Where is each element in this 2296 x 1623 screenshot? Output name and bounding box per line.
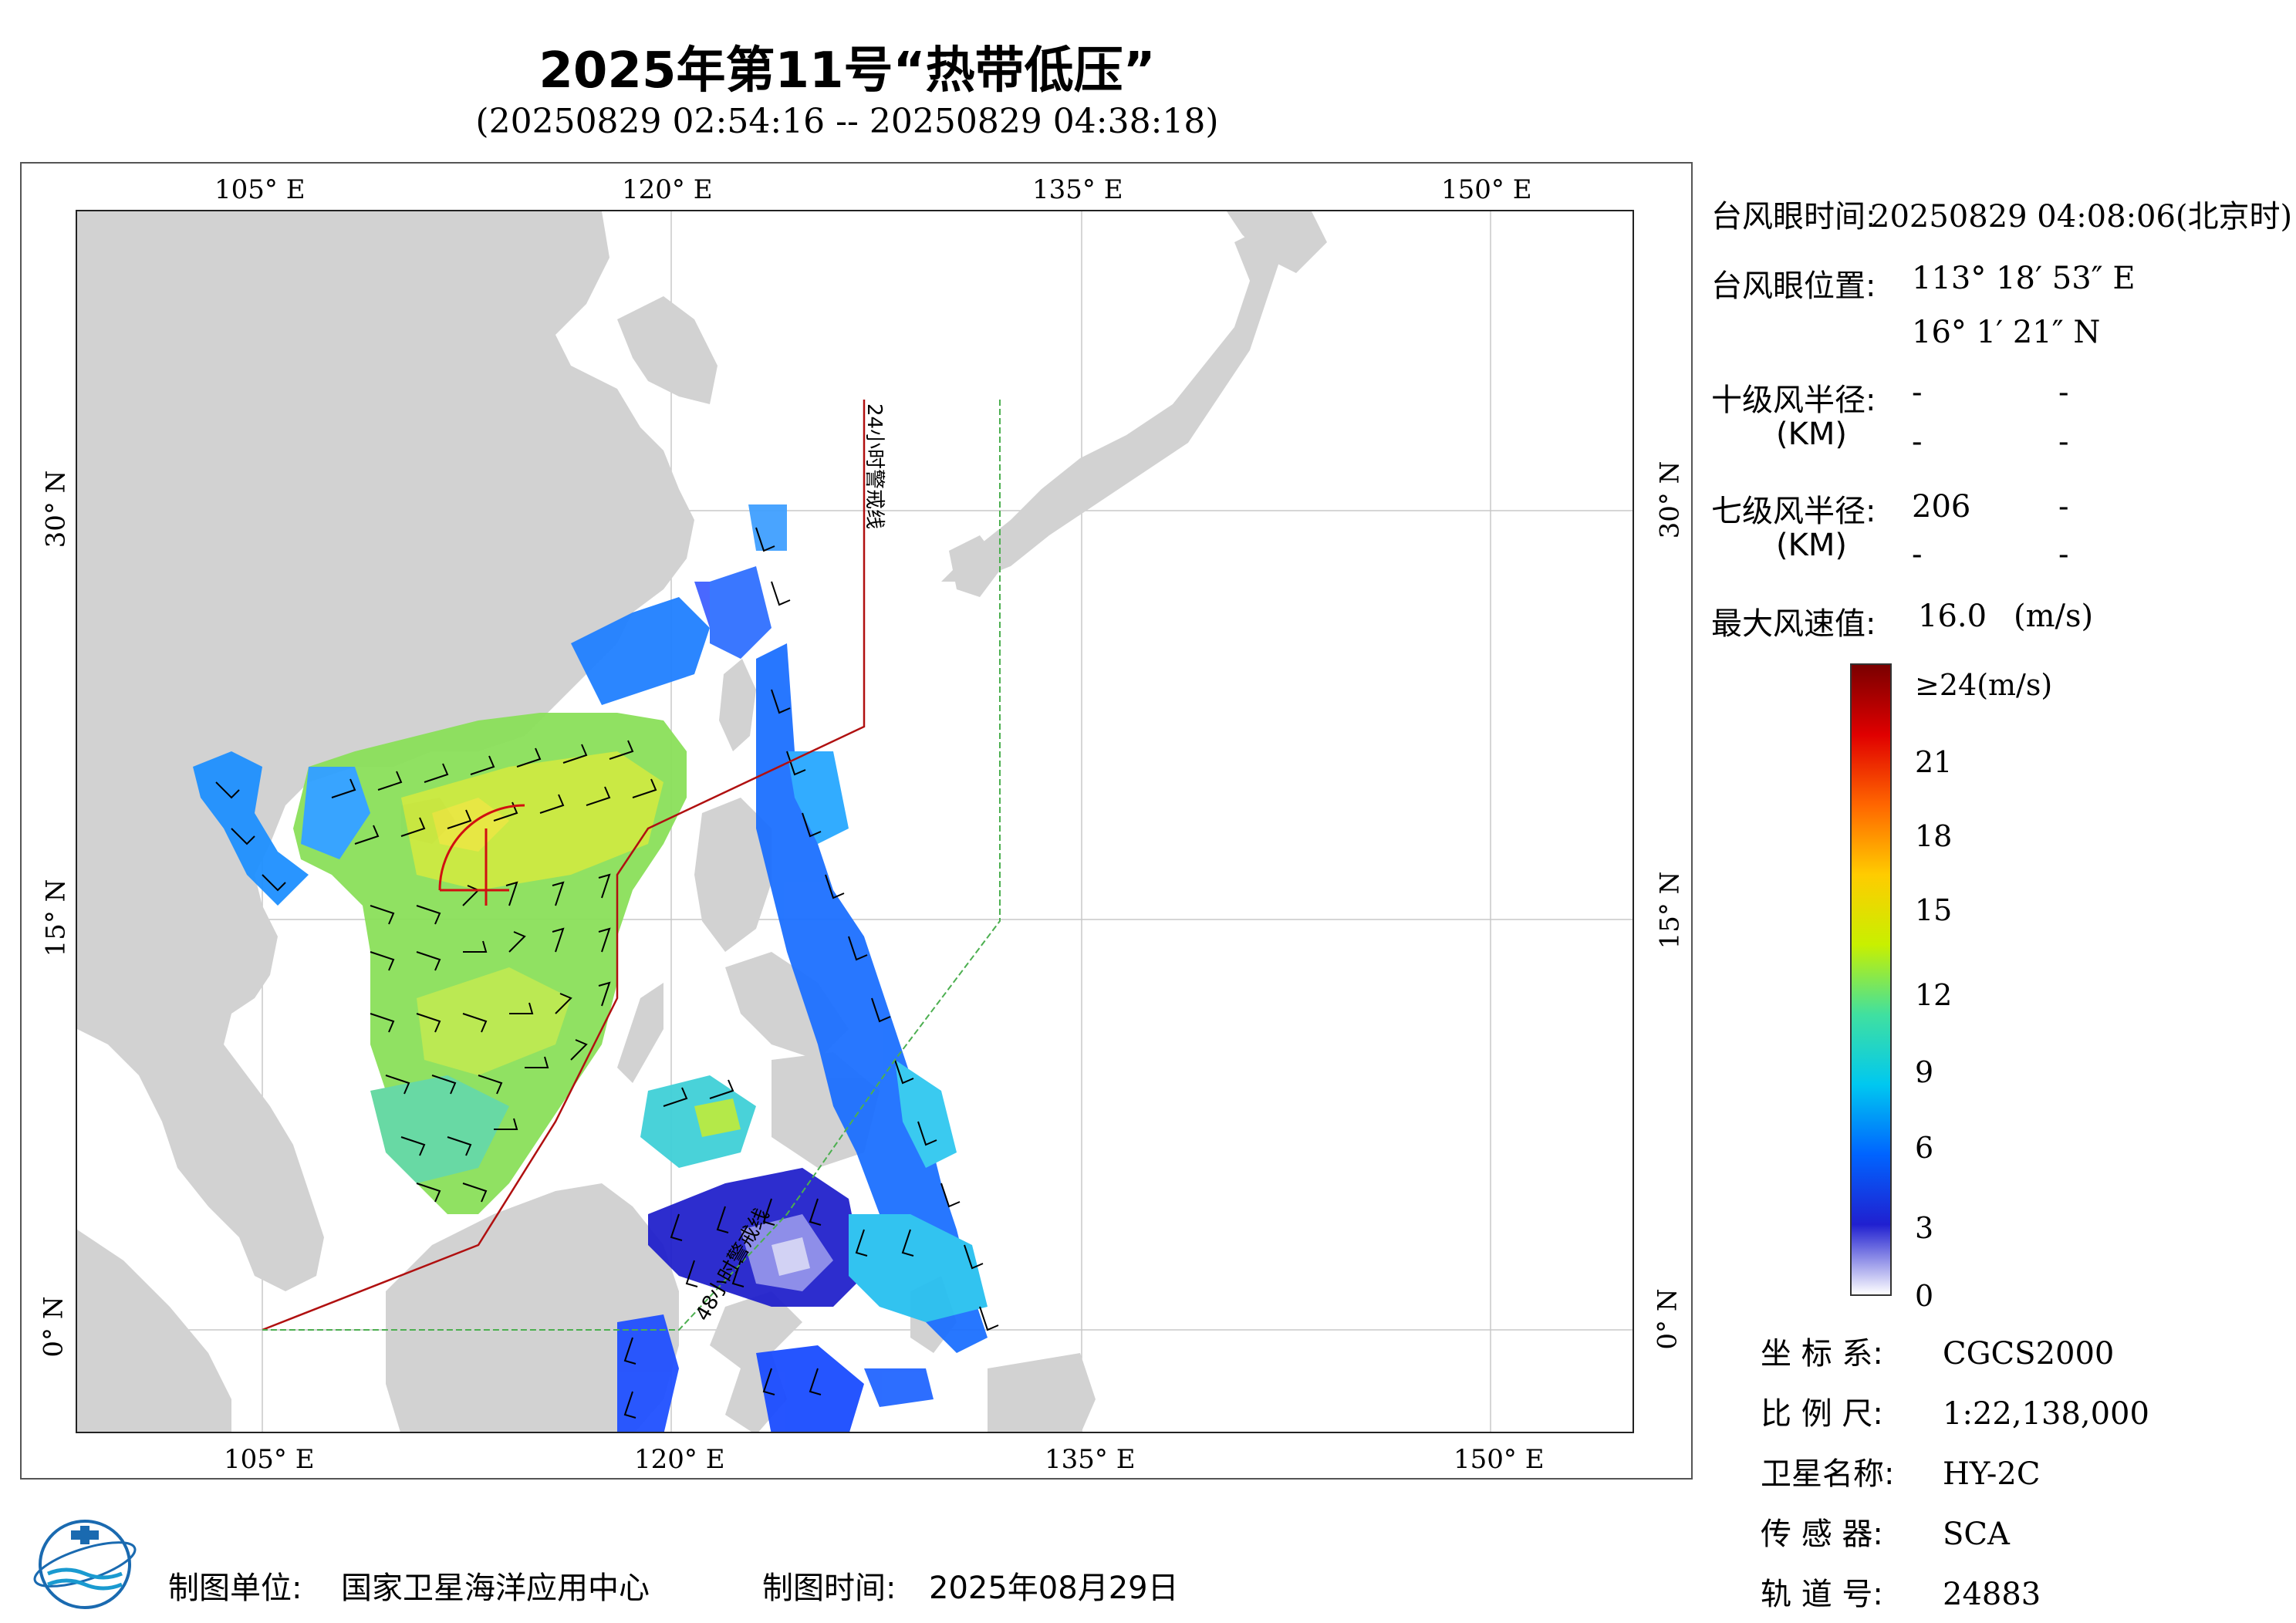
cbar-label-6: 6 (1915, 1131, 1934, 1165)
cbar-label-3: 3 (1915, 1211, 1934, 1245)
lon-tick-top-135: 135° E (1032, 174, 1123, 205)
r7-value-4: - (2058, 537, 2069, 572)
r10-value-2: - (2058, 375, 2069, 410)
crs-label: 坐 标 系: (1761, 1336, 1883, 1372)
typhoon-eye-marker (438, 804, 525, 906)
luzon (694, 798, 772, 952)
cbar-label-15: 15 (1915, 893, 1953, 927)
wind-speed-colorbar (1850, 663, 1892, 1296)
r10-label: 十级风半径: (1711, 383, 1876, 418)
hokkaido (1227, 211, 1327, 273)
max-wind-unit: (m/s) (2014, 599, 2094, 634)
time-range-subtitle: (20250829 02:54:16 -- 20250829 04:38:18) (475, 102, 1219, 141)
lon-tick-bottom-120: 120° E (634, 1444, 725, 1475)
lat-tick-left-30: 30° N (40, 470, 72, 548)
r10-value-3: - (1912, 424, 1923, 460)
cbar-label-12: 12 (1915, 978, 1953, 1012)
map-canvas (77, 211, 1633, 1432)
lon-tick-top-150: 150° E (1441, 174, 1532, 205)
cbar-label-21: 21 (1915, 745, 1953, 779)
lon-tick-bottom-135: 135° E (1045, 1444, 1136, 1475)
r10-value-4: - (2058, 424, 2069, 460)
max-wind-value: 16.0 (1918, 599, 1987, 634)
r10-value-1: - (1912, 375, 1923, 410)
lat-tick-right-15: 15° N (1654, 871, 1686, 950)
japan-islands (941, 227, 1281, 582)
lon-tick-top-120: 120° E (622, 174, 713, 205)
eye-lat: 16° 1′ 21″ N (1912, 315, 2101, 350)
orbit-row: 轨 道 号: 24883 (1761, 1569, 2041, 1614)
lon-tick-bottom-105: 105° E (224, 1444, 315, 1475)
date-label: 制图时间: (762, 1571, 896, 1606)
org-label: 制图单位: (168, 1571, 302, 1606)
sumatra (77, 1230, 231, 1432)
korea-peninsula (617, 296, 718, 404)
cbar-label-0: 0 (1915, 1279, 1934, 1313)
eye-pos-label: 台风眼位置: (1711, 268, 1876, 304)
kyushu (949, 535, 1003, 597)
nsoas-logo (33, 1520, 137, 1609)
map-title: 2025年第11号“热带低压” (539, 42, 1156, 100)
sensor-row: 传 感 器: SCA (1761, 1509, 2010, 1554)
radius-arc (438, 804, 525, 891)
warning-line-24h (262, 400, 866, 1331)
crs-row: 坐 标 系: CGCS2000 (1761, 1328, 2114, 1373)
r7-value-3: - (1912, 537, 1923, 572)
warning-line-24h-label: 24小时警戒线 (863, 403, 886, 530)
scale-label: 比 例 尺: (1761, 1396, 1883, 1432)
lon-tick-top-105: 105° E (214, 174, 306, 205)
max-wind-label: 最大风速值: (1711, 606, 1876, 642)
lat-tick-right-0: 0° N (1652, 1288, 1683, 1350)
sensor-label: 传 感 器: (1761, 1517, 1883, 1552)
wind-barbs (215, 527, 999, 1419)
satellite-label: 卫星名称: (1761, 1456, 1895, 1492)
orbit-label: 轨 道 号: (1761, 1577, 1883, 1612)
scale-value: 1:22,138,000 (1943, 1396, 2149, 1432)
crs-value: CGCS2000 (1943, 1336, 2115, 1372)
scale-row: 比 例 尺: 1:22,138,000 (1761, 1388, 2149, 1433)
org-value: 国家卫星海洋应用中心 (341, 1571, 650, 1606)
eye-lon: 113° 18′ 53″ E (1912, 261, 2136, 296)
eye-time-label: 台风眼时间: (1711, 199, 1876, 235)
satellite-row: 卫星名称: HY-2C (1761, 1449, 2040, 1493)
cbar-label-9: 9 (1915, 1055, 1934, 1089)
warning-line-48h (262, 400, 1001, 1331)
taiwan (719, 659, 756, 751)
map-frame (20, 162, 1693, 1480)
satellite-value: HY-2C (1943, 1456, 2041, 1492)
borneo (386, 1183, 679, 1432)
r10-unit: (KM) (1776, 417, 1847, 452)
date-value: 2025年08月29日 (929, 1571, 1179, 1606)
cbar-label-18: 18 (1915, 819, 1953, 853)
r7-value-2: - (2058, 489, 2069, 525)
lon-tick-bottom-150: 150° E (1454, 1444, 1545, 1475)
lat-tick-right-30: 30° N (1654, 461, 1686, 539)
lat-tick-left-0: 0° N (38, 1296, 69, 1358)
lat-tick-left-15: 15° N (40, 879, 72, 957)
r7-value-1: 206 (1912, 489, 1971, 525)
orbit-value: 24883 (1943, 1577, 2041, 1612)
sensor-value: SCA (1943, 1517, 2010, 1552)
new-guinea (988, 1353, 1096, 1432)
cbar-label-24: ≥24(m/s) (1915, 668, 2053, 702)
r7-label: 七级风半径: (1711, 494, 1876, 529)
wind-field-map[interactable] (76, 210, 1634, 1433)
palawan (617, 983, 663, 1083)
r7-unit: (KM) (1776, 528, 1847, 563)
eye-time-value: 20250829 04:08:06(北京时) (1870, 199, 2293, 235)
